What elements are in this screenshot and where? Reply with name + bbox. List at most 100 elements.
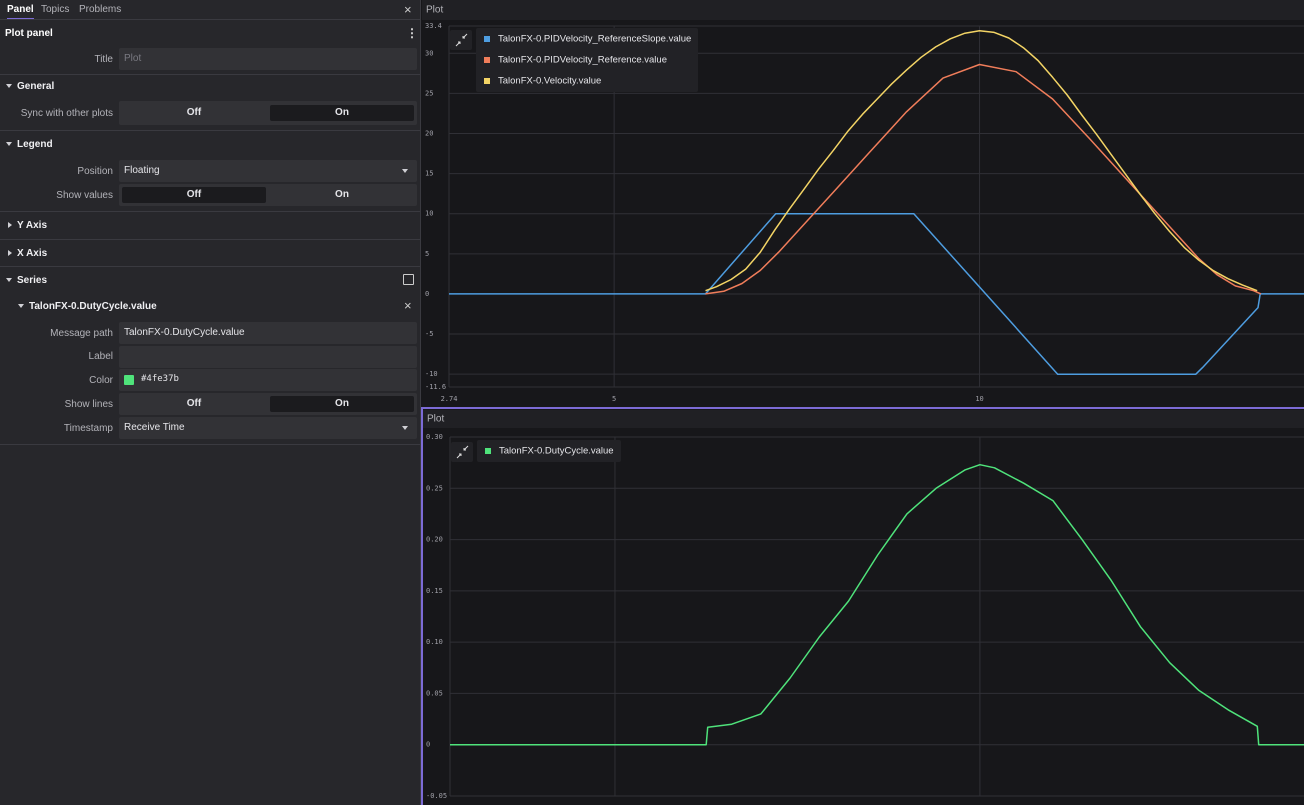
- text-input[interactable]: TalonFX-0.DutyCycle.value: [119, 322, 417, 344]
- select-value: Floating: [124, 165, 160, 176]
- caret: [6, 142, 12, 146]
- color-input[interactable]: #4fe37b: [119, 369, 417, 391]
- caret: [18, 304, 24, 308]
- caret: [6, 278, 12, 282]
- y-tick-label: 5: [425, 250, 429, 258]
- divider: [0, 444, 420, 445]
- selection-border: [421, 409, 423, 805]
- legend-label: TalonFX-0.DutyCycle.value: [499, 446, 614, 457]
- series-line: [449, 212, 1304, 375]
- y-tick-label: 15: [425, 170, 433, 178]
- panel-title: Plot panel: [5, 28, 53, 39]
- close-button[interactable]: ×: [404, 2, 412, 17]
- section-heading[interactable]: General: [17, 81, 55, 92]
- section-heading[interactable]: Legend: [17, 139, 53, 150]
- caret: [6, 84, 12, 88]
- plot-panel: Plot -11.6 -10 -5 0 5 10 15 20 25 30 33.4 2.74 5 10 Tal…: [422, 0, 1304, 403]
- y-tick-label: -11.6: [425, 383, 446, 391]
- section-heading[interactable]: Series: [17, 275, 48, 286]
- input-value: TalonFX-0.DutyCycle.value: [124, 327, 245, 338]
- divider: [0, 211, 420, 212]
- y-tick-label: 25: [425, 89, 433, 97]
- y-tick-label: 0.25: [426, 484, 443, 492]
- select[interactable]: Floating: [119, 160, 417, 182]
- add-series-button[interactable]: [403, 274, 414, 285]
- collapse-icon: [456, 445, 469, 459]
- toggle-on[interactable]: On: [270, 105, 414, 121]
- caret: [8, 222, 12, 228]
- legend-swatch: [484, 57, 490, 63]
- remove-button[interactable]: ×: [404, 298, 412, 313]
- section-heading[interactable]: Y Axis: [17, 220, 48, 231]
- legend-swatch: [484, 78, 490, 84]
- tab[interactable]: Panel: [7, 4, 34, 20]
- text-input[interactable]: Plot: [119, 48, 417, 70]
- caret: [402, 169, 408, 173]
- series-item[interactable]: TalonFX-0.DutyCycle.value: [29, 301, 157, 312]
- plot-header: [422, 0, 1304, 20]
- field-label: Timestamp: [63, 423, 113, 434]
- y-tick-label: 30: [425, 49, 433, 57]
- collapse-button: [450, 30, 472, 50]
- divider: [0, 130, 420, 131]
- series-line: [705, 30, 1258, 292]
- tab[interactable]: Topics: [41, 4, 70, 15]
- toggle[interactable]: Off On: [119, 184, 417, 206]
- plot-area: [450, 437, 1304, 796]
- y-tick-label: -5: [425, 330, 433, 338]
- toggle-off[interactable]: Off: [186, 107, 202, 118]
- plot-header: [423, 410, 1304, 428]
- y-tick-label: 0: [426, 741, 430, 749]
- y-tick-label: 0.10: [426, 638, 443, 646]
- legend-swatch: [485, 448, 491, 454]
- color-value: #4fe37b: [141, 374, 179, 384]
- field-label: Position: [77, 166, 113, 177]
- field-label: Message path: [50, 328, 113, 339]
- section-heading[interactable]: X Axis: [17, 248, 48, 259]
- toggle-on[interactable]: On: [335, 189, 349, 200]
- color-swatch: [124, 375, 134, 385]
- x-tick-label: 5: [612, 395, 616, 403]
- divider: [0, 19, 420, 20]
- legend-swatch: [484, 36, 490, 42]
- x-tick-label: 10: [975, 395, 983, 403]
- y-tick-label: -10: [425, 370, 438, 378]
- toggle-on[interactable]: On: [270, 396, 414, 412]
- legend-label: TalonFX-0.PIDVelocity_ReferenceSlope.val…: [498, 34, 691, 45]
- legend: [476, 28, 698, 92]
- y-tick-label: 20: [425, 129, 433, 137]
- plot-title: Plot: [426, 5, 443, 16]
- toggle-off[interactable]: Off: [186, 398, 202, 409]
- divider: [0, 266, 420, 267]
- settings-panel: Panel Topics Problems × Plot panel ⋮ Tit…: [0, 0, 421, 805]
- y-tick-label: 0: [425, 290, 429, 298]
- toggle[interactable]: Off On: [119, 393, 417, 415]
- legend: [477, 440, 621, 462]
- y-tick-label: 10: [425, 210, 433, 218]
- divider: [0, 239, 420, 240]
- select-value: Receive Time: [124, 422, 185, 433]
- y-tick-label: 0.15: [426, 587, 443, 595]
- field-label: Title: [94, 54, 113, 65]
- y-tick-label: 0.05: [426, 689, 443, 697]
- caret: [402, 426, 408, 430]
- y-tick-label: -0.05: [426, 792, 447, 800]
- menu-button[interactable]: ⋮: [406, 26, 418, 40]
- selection-border: [421, 407, 1304, 409]
- text-input[interactable]: [119, 346, 417, 368]
- collapse-button: [451, 442, 473, 462]
- plot-title: Plot: [427, 414, 444, 425]
- caret: [8, 250, 12, 256]
- legend-label: TalonFX-0.Velocity.value: [498, 76, 601, 87]
- field-label: Show values: [56, 190, 113, 201]
- legend-label: TalonFX-0.PIDVelocity_Reference.value: [498, 55, 667, 66]
- toggle[interactable]: Off On: [119, 101, 417, 125]
- tab[interactable]: Problems: [79, 4, 122, 15]
- collapse-icon: [455, 33, 468, 47]
- field-label: Color: [89, 375, 113, 386]
- y-tick-label: 0.30: [426, 433, 443, 441]
- select[interactable]: Receive Time: [119, 417, 417, 439]
- toggle-off[interactable]: Off: [122, 187, 266, 203]
- field-label: Sync with other plots: [20, 108, 113, 119]
